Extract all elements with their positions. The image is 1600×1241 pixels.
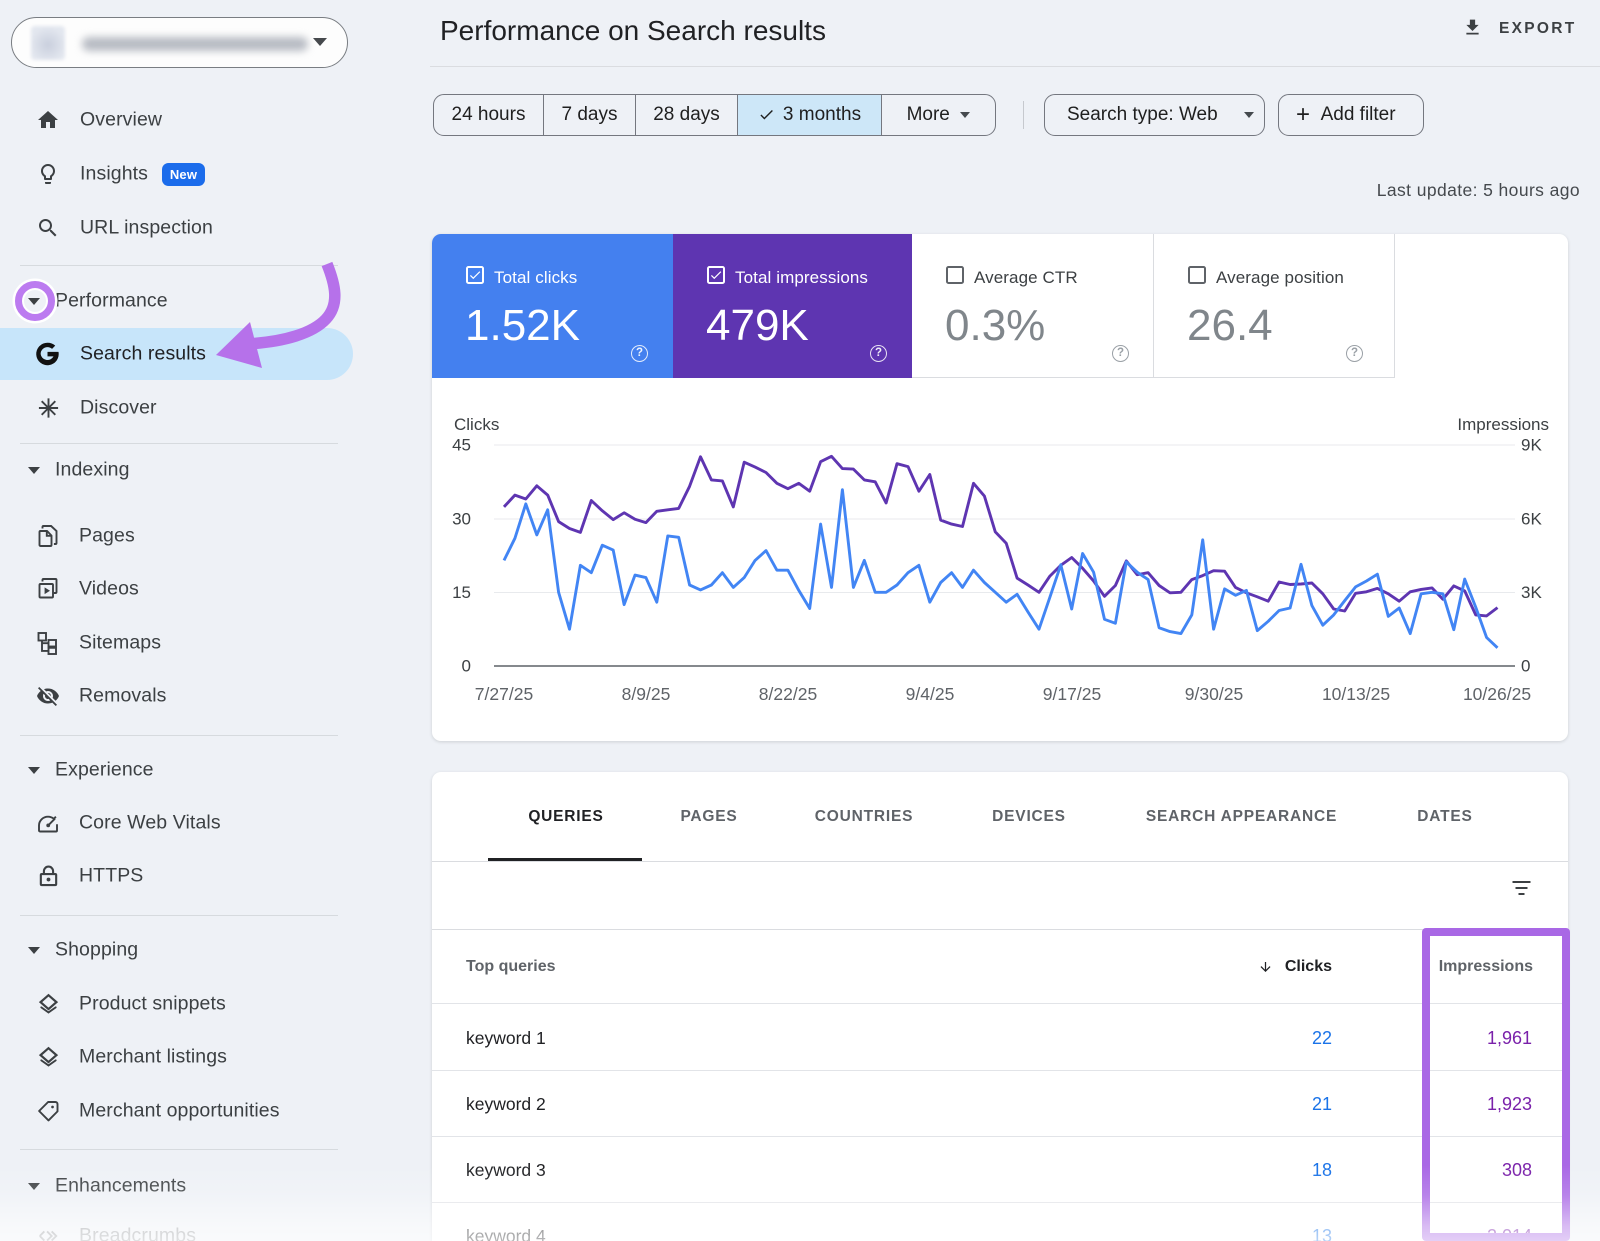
svg-text:8/22/25: 8/22/25: [759, 684, 817, 704]
svg-text:Impressions: Impressions: [1457, 415, 1549, 434]
svg-text:6K: 6K: [1521, 510, 1542, 529]
svg-text:Clicks: Clicks: [454, 415, 499, 434]
svg-text:30: 30: [452, 510, 471, 529]
svg-text:45: 45: [452, 436, 471, 455]
svg-text:10/13/25: 10/13/25: [1322, 684, 1390, 704]
svg-text:8/9/25: 8/9/25: [622, 684, 671, 704]
svg-text:9/17/25: 9/17/25: [1043, 684, 1101, 704]
svg-text:7/27/25: 7/27/25: [475, 684, 533, 704]
svg-text:10/26/25: 10/26/25: [1463, 684, 1531, 704]
svg-text:0: 0: [1521, 657, 1530, 676]
svg-text:15: 15: [452, 583, 471, 602]
svg-text:9/4/25: 9/4/25: [906, 684, 955, 704]
svg-text:9/30/25: 9/30/25: [1185, 684, 1243, 704]
svg-text:3K: 3K: [1521, 583, 1542, 602]
svg-text:0: 0: [462, 657, 471, 676]
svg-text:9K: 9K: [1521, 436, 1542, 455]
